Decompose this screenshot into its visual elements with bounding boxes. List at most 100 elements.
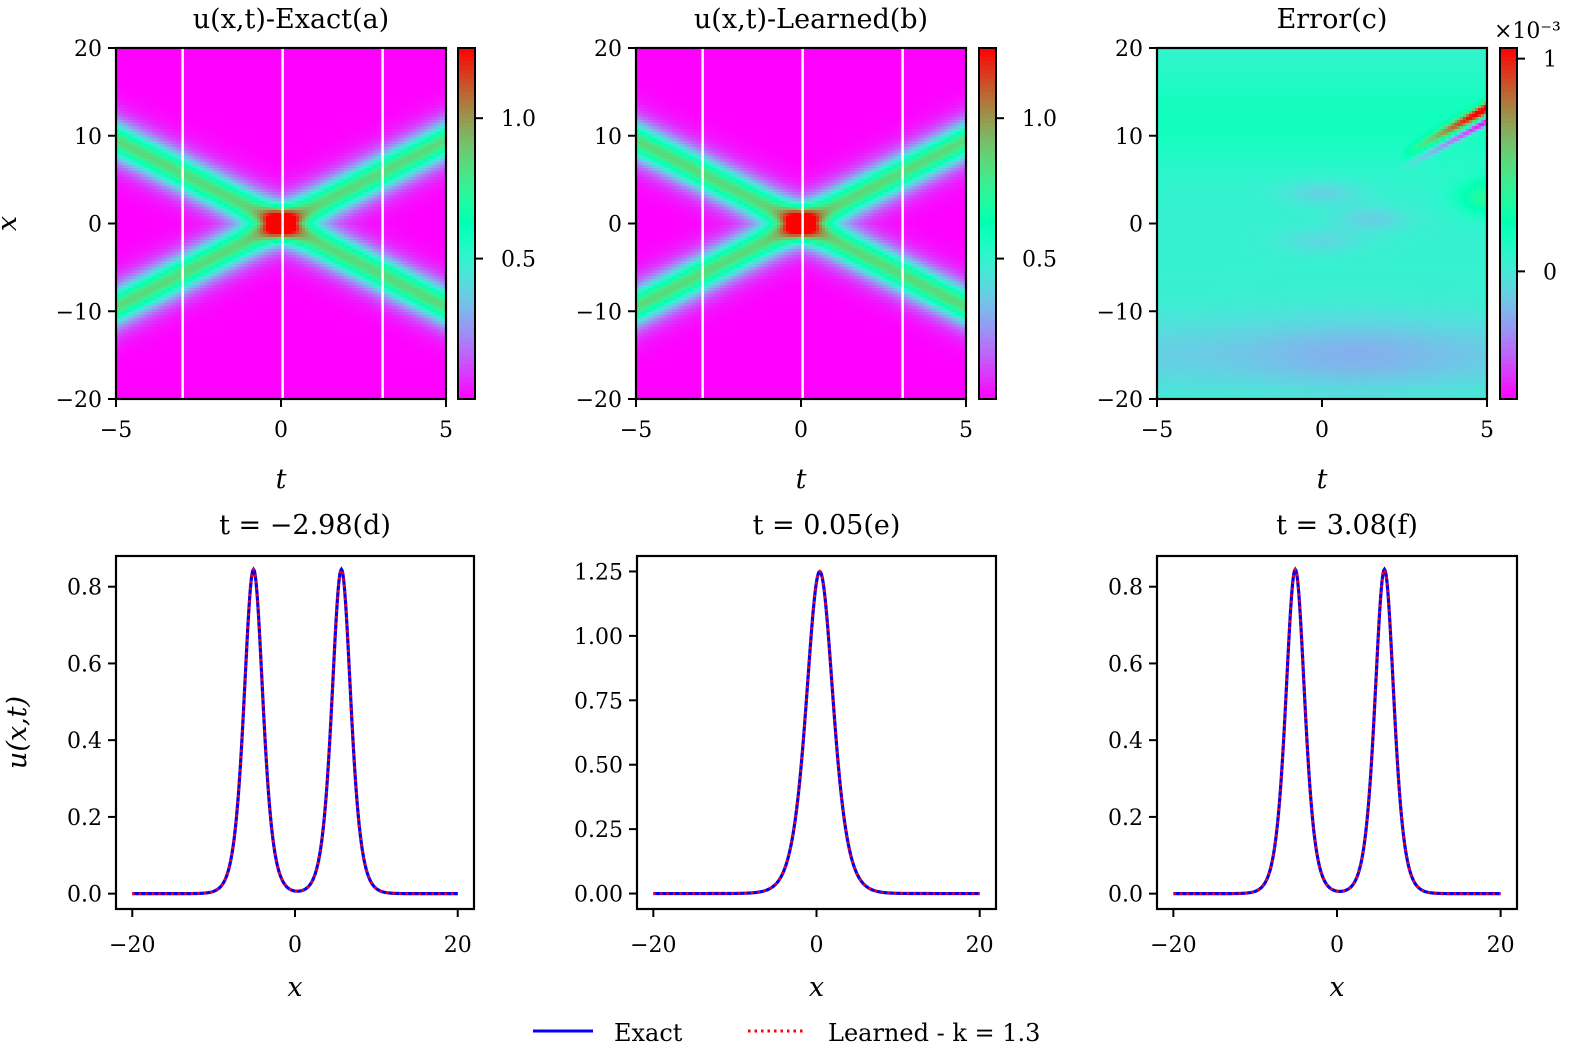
heatmap-cell xyxy=(119,63,123,67)
heatmap-cell xyxy=(125,375,129,379)
heatmap-cell xyxy=(158,381,162,385)
heatmap-cell xyxy=(134,294,138,298)
heatmap-cell xyxy=(149,165,153,169)
heatmap-cell xyxy=(143,279,147,283)
heatmap-cell xyxy=(128,360,132,364)
heatmap-cell xyxy=(128,345,132,349)
heatmap-cell xyxy=(143,231,147,235)
heatmap-cell xyxy=(149,255,153,259)
heatmap-cell xyxy=(140,225,144,229)
heatmap-cell xyxy=(158,303,162,307)
heatmap-cell xyxy=(131,66,135,70)
heatmap-cell xyxy=(152,315,156,319)
heatmap-cell xyxy=(119,162,123,166)
heatmap-cell xyxy=(131,162,135,166)
heatmap-cell xyxy=(158,300,162,304)
heatmap-cell xyxy=(149,102,153,106)
heatmap-cell xyxy=(137,267,141,271)
heatmap-cell xyxy=(161,48,165,52)
heatmap-cell xyxy=(122,342,126,346)
heatmap-cell xyxy=(149,156,153,160)
heatmap-cell xyxy=(131,279,135,283)
heatmap-cell xyxy=(146,381,150,385)
heatmap-cell xyxy=(122,93,126,97)
heatmap-cell xyxy=(140,216,144,220)
heatmap-cell xyxy=(143,207,147,211)
heatmap-cell xyxy=(131,252,135,256)
heatmap-cell xyxy=(137,270,141,274)
heatmap-cell xyxy=(158,141,162,145)
heatmap-cell xyxy=(125,369,129,373)
heatmap-cell xyxy=(122,372,126,376)
heatmap-cell xyxy=(155,186,159,190)
heatmap-cell xyxy=(119,273,123,277)
heatmap-cell xyxy=(128,306,132,310)
heatmap-cell xyxy=(149,228,153,232)
heatmap-cell xyxy=(149,54,153,58)
heatmap-cell xyxy=(137,189,141,193)
heatmap-cell xyxy=(155,231,159,235)
heatmap-cell xyxy=(134,303,138,307)
heatmap-cell xyxy=(134,249,138,253)
heatmap-cell xyxy=(155,81,159,85)
heatmap-cell xyxy=(152,351,156,355)
heatmap-cell xyxy=(131,309,135,313)
heatmap-cell xyxy=(140,384,144,388)
heatmap-cell xyxy=(131,381,135,385)
heatmap-cell xyxy=(134,273,138,277)
heatmap-cell xyxy=(137,360,141,364)
heatmap-cell xyxy=(137,57,141,61)
heatmap-cell xyxy=(116,339,120,343)
heatmap-cell xyxy=(143,171,147,175)
heatmap-cell xyxy=(119,105,123,109)
heatmap-cell xyxy=(140,66,144,70)
heatmap-cell xyxy=(125,171,129,175)
heatmap-cell xyxy=(158,240,162,244)
heatmap-cell xyxy=(155,255,159,259)
heatmap-cell xyxy=(146,153,150,157)
heatmap-cell xyxy=(155,120,159,124)
heatmap-cell xyxy=(143,138,147,142)
heatmap-cell xyxy=(131,201,135,205)
heatmap-cell xyxy=(155,324,159,328)
heatmap-cell xyxy=(143,210,147,214)
heatmap-cell xyxy=(143,387,147,391)
heatmap-cell xyxy=(131,204,135,208)
heatmap-cell xyxy=(137,219,141,223)
heatmap-cell xyxy=(122,336,126,340)
heatmap-cell xyxy=(125,105,129,109)
heatmap-cell xyxy=(122,84,126,88)
heatmap-cell xyxy=(146,330,150,334)
heatmap-cell xyxy=(131,354,135,358)
heatmap-cell xyxy=(152,243,156,247)
heatmap-cell xyxy=(134,264,138,268)
heatmap-cell xyxy=(140,327,144,331)
heatmap-cell xyxy=(116,351,120,355)
heatmap-cell xyxy=(158,282,162,286)
heatmap-cell xyxy=(143,384,147,388)
heatmap-cell xyxy=(131,393,135,397)
heatmap-cell xyxy=(131,300,135,304)
heatmap-cell xyxy=(146,165,150,169)
heatmap-cell xyxy=(131,228,135,232)
heatmap-cell xyxy=(158,222,162,226)
heatmap-cell xyxy=(155,309,159,313)
heatmap-cell xyxy=(155,87,159,91)
heatmap-cell xyxy=(149,231,153,235)
heatmap-cell xyxy=(128,54,132,58)
heatmap-cell xyxy=(125,297,129,301)
heatmap-cell xyxy=(149,270,153,274)
heatmap-cell xyxy=(149,327,153,331)
heatmap-cell xyxy=(125,153,129,157)
heatmap-cell xyxy=(158,345,162,349)
heatmap-cell xyxy=(152,231,156,235)
heatmap-cell xyxy=(155,279,159,283)
heatmap-cell xyxy=(119,384,123,388)
heatmap-cell xyxy=(140,297,144,301)
heatmap-cell xyxy=(140,117,144,121)
heatmap-cell xyxy=(143,222,147,226)
heatmap-cell xyxy=(137,183,141,187)
heatmap-cell xyxy=(119,123,123,127)
heatmap-cell xyxy=(143,264,147,268)
